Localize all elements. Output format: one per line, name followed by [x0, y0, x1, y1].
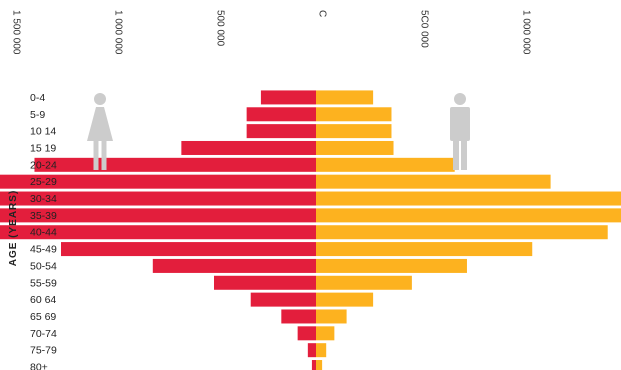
bar-left-16 — [311, 360, 316, 370]
bar-right-9 — [316, 242, 533, 257]
bar-left-11 — [214, 275, 316, 290]
bar-right-7 — [316, 208, 621, 223]
category-label-6: 30-34 — [30, 193, 57, 205]
category-label-16: 80+ — [30, 362, 48, 370]
x-tick-label-left-5: 500 000 — [215, 10, 226, 47]
x-tick-label-right-1: 1 000 000 — [521, 10, 532, 55]
bar-right-13 — [316, 309, 347, 324]
bar-right-14 — [316, 326, 335, 341]
female-icon — [87, 93, 113, 170]
x-tick-label-right-0: 5C0 000 — [419, 10, 430, 48]
category-label-4: 20-24 — [30, 159, 57, 171]
category-label-13: 65 69 — [30, 311, 56, 323]
bar-left-3 — [181, 140, 316, 155]
bar-right-11 — [316, 275, 412, 290]
bar-left-0 — [260, 90, 316, 105]
category-label-0: 0-4 — [30, 92, 45, 104]
bar-left-15 — [307, 343, 316, 358]
bar-right-4 — [316, 157, 455, 172]
bar-right-10 — [316, 258, 467, 273]
bar-left-13 — [281, 309, 316, 324]
bar-left-4 — [34, 157, 316, 172]
bar-right-16 — [316, 360, 323, 370]
bar-left-6 — [0, 191, 316, 206]
bar-left-14 — [297, 326, 316, 341]
category-labels: 0-4 5-9 10 14 15 19 20-24 25-29 30-34 35-39 40-4… — [30, 92, 57, 370]
male-icon — [450, 93, 470, 170]
bar-left-5 — [0, 174, 316, 189]
category-label-7: 35-39 — [30, 210, 57, 222]
category-label-5: 25-29 — [30, 176, 57, 188]
bar-left-7 — [0, 208, 316, 223]
bar-left-12 — [250, 292, 316, 307]
x-tick-label-left-4: 1 000 000 — [113, 10, 124, 55]
x-tick-label-left-6: C — [317, 10, 328, 17]
category-label-11: 55-59 — [30, 277, 57, 289]
bar-right-3 — [316, 140, 394, 155]
bar-right-5 — [316, 174, 551, 189]
bar-left-1 — [246, 107, 316, 122]
bar-right-12 — [316, 292, 374, 307]
bar-right-1 — [316, 107, 392, 122]
bar-right-6 — [316, 191, 621, 206]
bar-right-0 — [316, 90, 374, 105]
bar-right-2 — [316, 124, 392, 139]
x-tick-label-left-3: 1 500 000 — [11, 10, 22, 55]
category-label-3: 15 19 — [30, 142, 56, 154]
category-label-9: 45-49 — [30, 244, 57, 256]
y-axis-label: AGE (YEARS) — [8, 190, 19, 267]
category-label-1: 5-9 — [30, 109, 45, 121]
category-label-2: 10 14 — [30, 126, 56, 138]
bar-right-8 — [316, 225, 608, 240]
category-label-14: 70-74 — [30, 328, 57, 340]
category-label-12: 60 64 — [30, 294, 56, 306]
bar-left-10 — [152, 258, 316, 273]
category-label-10: 50-54 — [30, 260, 57, 272]
bar-left-9 — [61, 242, 316, 257]
category-label-8: 40-44 — [30, 227, 57, 239]
bar-right-15 — [316, 343, 327, 358]
category-label-15: 75-79 — [30, 345, 57, 357]
bar-left-2 — [246, 124, 316, 139]
bar-left-8 — [0, 225, 317, 240]
